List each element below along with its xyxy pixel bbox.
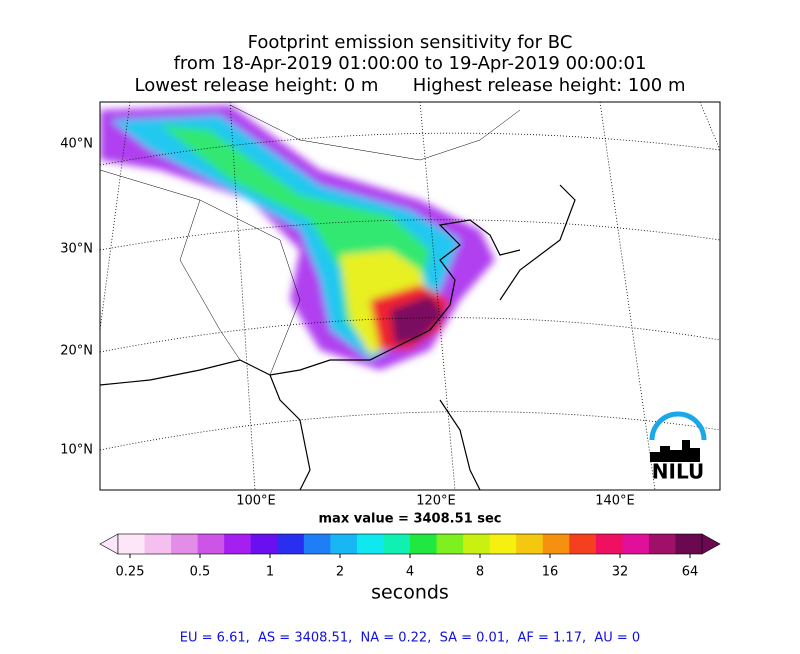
colorbar-end (99, 533, 119, 555)
lon-label: 120°E (416, 494, 456, 509)
colorbar-tick-label: 64 (682, 565, 699, 580)
colorbar-swatch (224, 534, 252, 554)
title-line: from 18-Apr-2019 01:00:00 to 19-Apr-2019… (174, 53, 647, 74)
colorbar-tick-label: 8 (476, 565, 484, 580)
colorbar-swatch (489, 534, 517, 554)
graticule (100, 102, 720, 490)
footer: EU = 6.61, AS = 3408.51, NA = 0.22, SA =… (180, 631, 640, 646)
colorbar-label: seconds (371, 582, 449, 604)
colorbar-swatch (436, 534, 464, 554)
colorbar-swatch (675, 534, 703, 554)
colorbar-tick-label: 32 (612, 565, 629, 580)
title-line: Lowest release height: 0 m Highest relea… (135, 75, 686, 96)
colorbar-swatch (648, 534, 676, 554)
title-line: Footprint emission sensitivity for BC (248, 32, 573, 53)
map-frame (99, 101, 721, 491)
colorbar-swatch (516, 534, 544, 554)
colorbar-end (701, 533, 721, 555)
colorbar-tick-label: 2 (336, 565, 344, 580)
lon-label: 100°E (236, 494, 276, 509)
lon-label: 140°E (595, 494, 635, 509)
colorbar-swatch (303, 534, 331, 554)
colorbar-swatch (356, 534, 384, 554)
lat-label: 30°N (60, 242, 93, 257)
colorbar-swatch (542, 534, 570, 554)
borders (100, 104, 521, 376)
lat-label: 20°N (60, 344, 93, 359)
colorbar-tick-label: 0.25 (116, 565, 145, 580)
logo-text: NILU (652, 460, 704, 484)
colorbar-swatch (250, 534, 278, 554)
colorbar-swatch (622, 534, 650, 554)
colorbar-swatch (118, 534, 146, 554)
colorbar-swatch (383, 534, 411, 554)
colorbar-swatch (277, 534, 305, 554)
colorbar-swatch (144, 534, 172, 554)
colorbar-tick-label: 4 (406, 565, 414, 580)
lat-label: 10°N (60, 443, 93, 458)
max-value: max value = 3408.51 sec (319, 512, 502, 527)
lat-label: 40°N (60, 137, 93, 152)
colorbar-swatch (171, 534, 199, 554)
colorbar: 0.25 0.5 1 2 4 8 16 32 64 (99, 533, 721, 580)
logo: NILU (649, 411, 707, 484)
colorbar-swatch (569, 534, 597, 554)
colorbar-swatch (463, 534, 491, 554)
colorbar-swatch (595, 534, 623, 554)
colorbar-swatch (197, 534, 225, 554)
colorbar-tick-label: 16 (542, 565, 559, 580)
colorbar-tick-label: 1 (266, 565, 274, 580)
colorbar-tick-label: 0.5 (190, 565, 211, 580)
colorbar-swatch (410, 534, 438, 554)
lat-labels: 40°N 30°N 20°N 10°N (60, 137, 93, 458)
colorbar-swatch (330, 534, 358, 554)
plume (100, 105, 495, 370)
map-area: NILU (100, 102, 720, 490)
